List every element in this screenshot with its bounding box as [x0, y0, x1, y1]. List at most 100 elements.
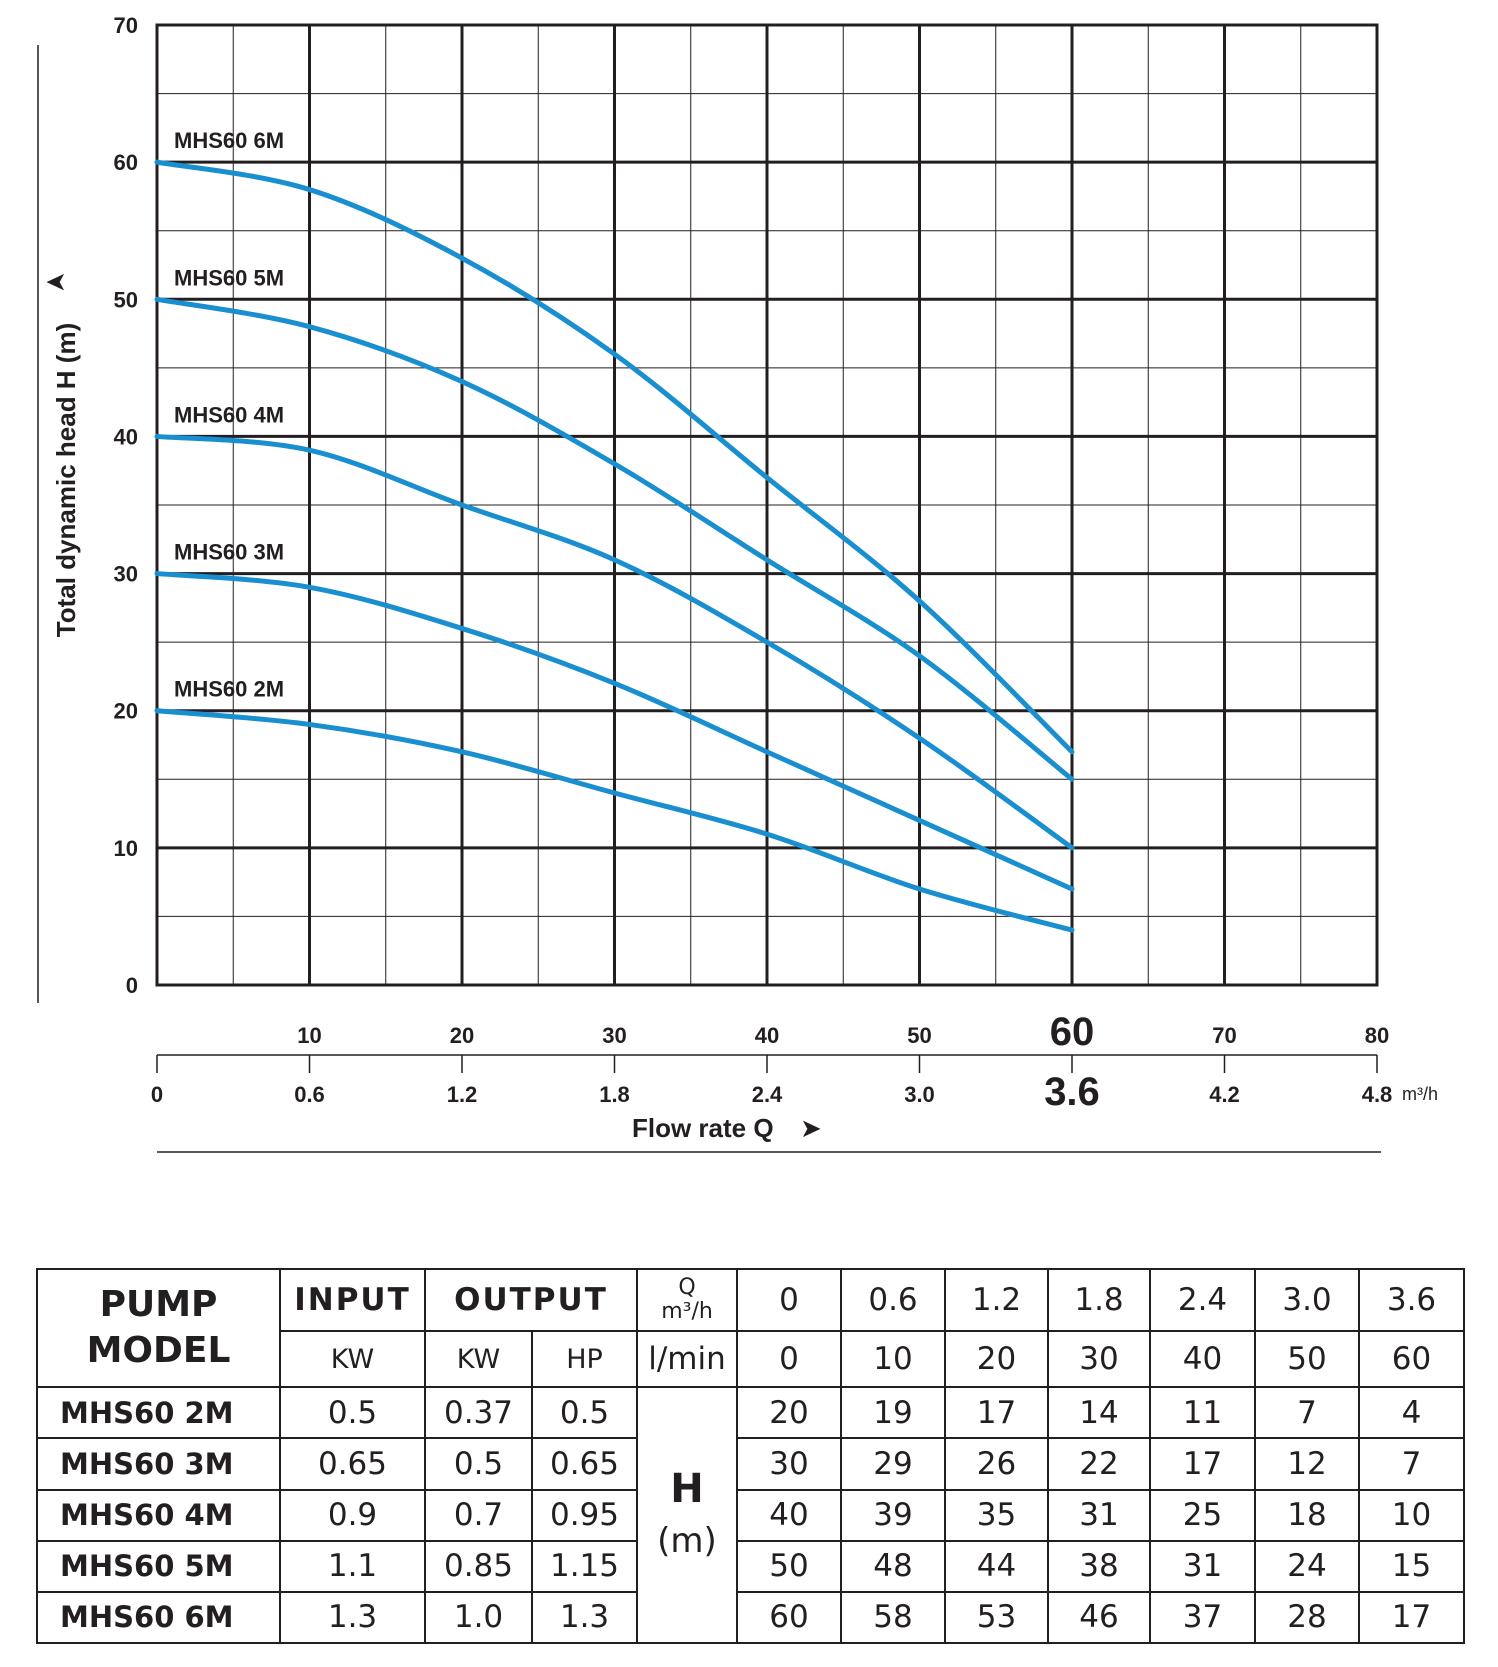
head-unit-cell: H (m) — [636, 1386, 738, 1644]
y-tick-labels: 0 10 20 30 40 50 60 70 — [114, 13, 138, 998]
x-tick-label-m3h: 3.0 — [904, 1082, 935, 1107]
x-tick-label-m3h: 1.2 — [447, 1082, 478, 1107]
output-kw-cell: 0.85 — [424, 1539, 533, 1593]
input-kw-cell: 1.1 — [279, 1539, 426, 1593]
head-cell: 4 — [1358, 1386, 1465, 1440]
x-axis-title: Flow rate Q — [632, 1113, 774, 1143]
head-cell: 22 — [1047, 1437, 1151, 1491]
y-tick-label: 0 — [126, 973, 138, 998]
curve-line — [154, 159, 1075, 755]
x-tick-label-lmin: 80 — [1365, 1023, 1389, 1048]
x-tick-labels-m3h: 0 0.6 1.2 1.8 2.4 3.0 3.6 4.2 4.8 — [151, 1070, 1392, 1114]
output-hp-cell: 1.15 — [531, 1539, 638, 1593]
q-m3h-cell: 0 — [736, 1267, 842, 1333]
q-lmin-cell: 0 — [736, 1330, 842, 1389]
head-cell: 12 — [1254, 1437, 1360, 1491]
model-cell: MHS60 2M — [36, 1386, 281, 1440]
header-row-2: KW KW HP l/min 0 10 20 30 40 50 60 — [37, 1330, 1465, 1389]
output-header: OUTPUT — [424, 1267, 638, 1333]
head-cell: 35 — [944, 1488, 1049, 1542]
head-cell: 10 — [1358, 1488, 1465, 1542]
x-tick-label-m3h: 0 — [151, 1082, 163, 1107]
x-unit-label: m³/h — [1402, 1084, 1438, 1104]
output-hp-cell: 0.65 — [531, 1437, 638, 1491]
head-cell: 31 — [1047, 1488, 1151, 1542]
head-cell: 40 — [736, 1488, 842, 1542]
q-m3h-cell: 1.8 — [1047, 1267, 1151, 1333]
output-hp-cell: 0.5 — [531, 1386, 638, 1440]
q-lmin-cell: 40 — [1149, 1330, 1256, 1389]
series-label: MHS60 6M — [174, 128, 284, 153]
head-cell: 48 — [840, 1539, 946, 1593]
table-row: MHS60 4M 0.9 0.7 0.95 40 39 35 31 25 18 … — [36, 1488, 1465, 1542]
head-cell: 58 — [840, 1590, 946, 1645]
output-kw-cell: 0.5 — [424, 1437, 533, 1491]
y-tick-label: 60 — [114, 150, 138, 175]
head-cell: 14 — [1047, 1386, 1151, 1440]
head-cell: 7 — [1254, 1386, 1360, 1440]
x-tick-label-lmin: 60 — [1050, 1010, 1095, 1054]
head-cell: 30 — [736, 1437, 842, 1491]
head-cell: 39 — [840, 1488, 946, 1542]
head-cell: 60 — [736, 1590, 842, 1645]
x-tick-label-lmin: 30 — [602, 1023, 626, 1048]
q-lmin-cell: 50 — [1254, 1330, 1360, 1389]
head-cell: 11 — [1149, 1386, 1256, 1440]
x-tick-label-m3h: 3.6 — [1044, 1070, 1100, 1114]
curve-line — [154, 433, 1075, 851]
output-hp-cell: 0.95 — [531, 1488, 638, 1542]
q-lmin-cell: 10 — [840, 1330, 946, 1389]
head-cell: 28 — [1254, 1590, 1360, 1645]
series-labels: MHS60 2M MHS60 3M MHS60 4M MHS60 5M MHS60 6M — [174, 128, 284, 702]
output-kw-unit: KW — [424, 1330, 533, 1389]
output-kw-cell: 1.0 — [424, 1590, 533, 1645]
q-m3h-cell: 3.0 — [1254, 1267, 1360, 1333]
head-cell: 20 — [736, 1386, 842, 1440]
q-m3h-cell: 1.2 — [944, 1267, 1049, 1333]
pump-model-header-line1: PUMP — [99, 1284, 218, 1326]
output-kw-cell: 0.7 — [424, 1488, 533, 1542]
pump-model-header: PUMP MODEL — [36, 1267, 281, 1389]
pump-model-header-line2: MODEL — [86, 1330, 231, 1372]
x-tick-label-m3h: 1.8 — [599, 1082, 630, 1107]
head-cell: 44 — [944, 1539, 1049, 1593]
head-cell: 26 — [944, 1437, 1049, 1491]
model-cell: MHS60 5M — [36, 1539, 281, 1593]
head-cell: 29 — [840, 1437, 946, 1491]
lmin-header: l/min — [636, 1330, 738, 1389]
q-lmin-cell: 20 — [944, 1330, 1049, 1389]
x-tick-label-m3h: 2.4 — [752, 1082, 783, 1107]
x-tick-label-m3h: 4.8 — [1362, 1082, 1393, 1107]
q-lmin-cell: 60 — [1358, 1330, 1465, 1389]
x-tick-label-lmin: 40 — [755, 1023, 779, 1048]
head-cell: 38 — [1047, 1539, 1151, 1593]
x-tick-label-m3h: 4.2 — [1209, 1082, 1240, 1107]
head-unit: (m) — [657, 1521, 717, 1562]
head-cell: 18 — [1254, 1488, 1360, 1542]
x-tick-label-lmin: 10 — [297, 1023, 321, 1048]
head-cell: 25 — [1149, 1488, 1256, 1542]
pump-spec-table: PUMP MODEL INPUT OUTPUT Q m³/h 0 0.6 1.2… — [36, 1267, 1465, 1645]
q-m3h-cell: 2.4 — [1149, 1267, 1256, 1333]
y-tick-label: 20 — [114, 699, 138, 724]
input-kw-cell: 1.3 — [279, 1590, 426, 1645]
input-kw-cell: 0.5 — [279, 1386, 426, 1440]
y-tick-label: 40 — [114, 424, 138, 449]
head-cell: 37 — [1149, 1590, 1256, 1645]
table-row: MHS60 6M 1.3 1.0 1.3 60 58 53 46 37 28 1… — [36, 1590, 1465, 1645]
q-header-label: Q — [678, 1275, 696, 1301]
q-header: Q m³/h — [636, 1267, 738, 1333]
head-cell: 19 — [840, 1386, 946, 1440]
q-m3h-cell: 3.6 — [1358, 1267, 1465, 1333]
input-kw-cell: 0.9 — [279, 1488, 426, 1542]
q-lmin-cell: 30 — [1047, 1330, 1151, 1389]
x-tick-labels-lmin: 10 20 30 40 50 60 70 80 — [297, 1010, 1389, 1054]
series-label: MHS60 3M — [174, 540, 284, 565]
pump-performance-chart: MHS60 2M MHS60 3M MHS60 4M MHS60 5M MHS60 6M… — [37, 13, 1438, 1153]
q-header-unit: m³/h — [661, 1299, 713, 1325]
y-tick-label: 10 — [114, 836, 138, 861]
table-row: MHS60 3M 0.65 0.5 0.65 30 29 26 22 17 12… — [36, 1437, 1465, 1491]
x-tick-label-lmin: 50 — [907, 1023, 931, 1048]
y-tick-label: 70 — [114, 13, 138, 38]
head-cell: 24 — [1254, 1539, 1360, 1593]
